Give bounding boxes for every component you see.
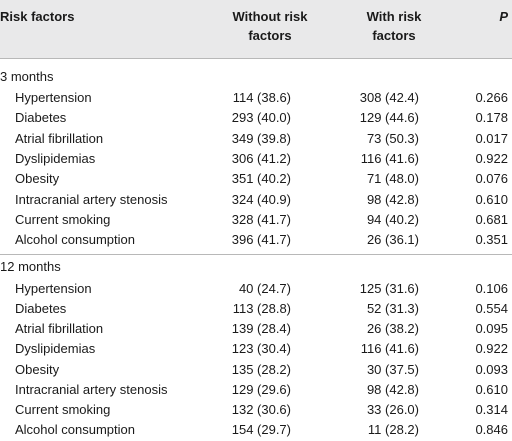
with-value: 308 (42.4) <box>359 90 419 105</box>
p-value: 0.922 <box>475 151 508 166</box>
with-value: 26 (36.1) <box>366 232 419 247</box>
risk-factor-name: Alcohol consumption <box>15 232 135 247</box>
risk-factor-name: Hypertension <box>15 90 92 105</box>
without-value: 132 (30.6) <box>231 402 291 417</box>
table-row: Obesity 351 (40.2) 71 (48.0) 0.076 <box>0 170 512 190</box>
risk-factor-name: Dyslipidemias <box>15 151 96 166</box>
table-row: Intracranial artery stenosis 324 (40.9) … <box>0 191 512 211</box>
p-value: 0.610 <box>475 382 508 397</box>
p-value: 0.554 <box>475 301 508 316</box>
table-row: Alcohol consumption 154 (29.7) 11 (28.2)… <box>0 421 512 441</box>
p-value: 0.017 <box>475 131 508 146</box>
without-value: 114 (38.6) <box>232 90 291 105</box>
with-value: 94 (40.2) <box>366 212 419 227</box>
without-value: 351 (40.2) <box>231 171 291 186</box>
section-divider <box>0 254 512 255</box>
header-without-line1: Without risk <box>232 9 308 24</box>
risk-factor-name: Diabetes <box>15 301 67 316</box>
without-value: 154 (29.7) <box>231 422 291 437</box>
table-row: Current smoking 132 (30.6) 33 (26.0) 0.3… <box>0 401 512 421</box>
with-value: 26 (38.2) <box>366 321 419 336</box>
p-value: 0.846 <box>475 422 508 437</box>
header-with-line2: factors <box>372 28 416 43</box>
with-value: 71 (48.0) <box>366 171 419 186</box>
with-value: 33 (26.0) <box>366 402 419 417</box>
table-row: Diabetes 113 (28.8) 52 (31.3) 0.554 <box>0 300 512 320</box>
with-value: 98 (42.8) <box>366 192 419 207</box>
without-value: 328 (41.7) <box>231 212 291 227</box>
risk-factor-name: Diabetes <box>15 110 67 125</box>
table-row: Alcohol consumption 396 (41.7) 26 (36.1)… <box>0 231 512 251</box>
p-value: 0.076 <box>475 171 508 186</box>
risk-factor-name: Intracranial artery stenosis <box>15 192 168 207</box>
without-value: 123 (30.4) <box>231 341 291 356</box>
risk-factor-name: Intracranial artery stenosis <box>15 382 168 397</box>
table-row: Current smoking 328 (41.7) 94 (40.2) 0.6… <box>0 211 512 231</box>
p-value: 0.610 <box>475 192 508 207</box>
header-divider <box>0 58 512 59</box>
table-row: Intracranial artery stenosis 129 (29.6) … <box>0 381 512 401</box>
without-value: 129 (29.6) <box>231 382 291 397</box>
with-value: 52 (31.3) <box>366 301 419 316</box>
table-row: Dyslipidemias 306 (41.2) 116 (41.6) 0.92… <box>0 150 512 170</box>
risk-factor-name: Current smoking <box>15 212 111 227</box>
without-value: 113 (28.8) <box>232 301 291 316</box>
risk-factor-name: Current smoking <box>15 402 111 417</box>
risk-factor-name: Alcohol consumption <box>15 422 135 437</box>
p-value: 0.351 <box>475 232 508 247</box>
p-value: 0.106 <box>475 281 508 296</box>
without-value: 324 (40.9) <box>231 192 291 207</box>
table-row: Hypertension 114 (38.6) 308 (42.4) 0.266 <box>0 89 512 109</box>
risk-factor-name: Atrial fibrillation <box>15 321 104 336</box>
with-value: 30 (37.5) <box>366 362 419 377</box>
without-value: 349 (39.8) <box>231 131 291 146</box>
risk-factor-name: Obesity <box>15 362 60 377</box>
table-row: Atrial fibrillation 139 (28.4) 26 (38.2)… <box>0 320 512 340</box>
without-value: 135 (28.2) <box>231 362 291 377</box>
p-value: 0.095 <box>475 321 508 336</box>
with-value: 98 (42.8) <box>366 382 419 397</box>
without-value: 139 (28.4) <box>231 321 291 336</box>
risk-factor-name: Obesity <box>15 171 60 186</box>
with-value: 73 (50.3) <box>366 131 419 146</box>
header-with-line1: With risk <box>366 9 422 24</box>
section-label: 12 months <box>0 259 61 274</box>
p-value: 0.314 <box>475 402 508 417</box>
header-without-line2: factors <box>248 28 292 43</box>
risk-factor-name: Dyslipidemias <box>15 341 96 356</box>
section-label: 3 months <box>0 69 54 84</box>
with-value: 125 (31.6) <box>359 281 419 296</box>
table-row: Diabetes 293 (40.0) 129 (44.6) 0.178 <box>0 109 512 129</box>
risk-factor-name: Atrial fibrillation <box>15 131 104 146</box>
table-row: Hypertension 40 (24.7) 125 (31.6) 0.106 <box>0 280 512 300</box>
p-value: 0.093 <box>475 362 508 377</box>
p-value: 0.266 <box>475 90 508 105</box>
p-value: 0.681 <box>475 212 508 227</box>
p-value: 0.178 <box>475 110 508 125</box>
risk-factor-name: Hypertension <box>15 281 92 296</box>
with-value: 11 (28.2) <box>367 422 419 437</box>
with-value: 116 (41.6) <box>360 341 419 356</box>
without-value: 396 (41.7) <box>231 232 291 247</box>
table-row: Dyslipidemias 123 (30.4) 116 (41.6) 0.92… <box>0 340 512 360</box>
table-row: Atrial fibrillation 349 (39.8) 73 (50.3)… <box>0 130 512 150</box>
table-row: Obesity 135 (28.2) 30 (37.5) 0.093 <box>0 361 512 381</box>
header-risk-factors: Risk factors <box>0 9 75 24</box>
with-value: 116 (41.6) <box>360 151 419 166</box>
with-value: 129 (44.6) <box>359 110 419 125</box>
table-header <box>0 0 512 58</box>
without-value: 293 (40.0) <box>231 110 291 125</box>
without-value: 40 (24.7) <box>238 281 291 296</box>
without-value: 306 (41.2) <box>231 151 291 166</box>
header-p: P <box>499 9 508 24</box>
p-value: 0.922 <box>475 341 508 356</box>
